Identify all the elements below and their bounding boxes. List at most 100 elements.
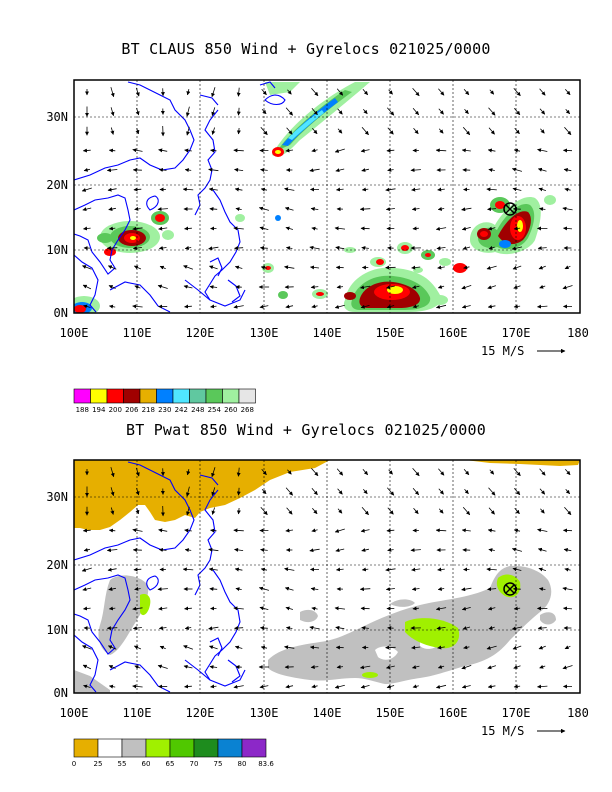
wind-vector bbox=[411, 265, 421, 270]
wind-vector bbox=[462, 506, 471, 516]
wind-vector bbox=[106, 626, 118, 631]
wind-vector bbox=[435, 148, 447, 153]
wind-vector bbox=[83, 547, 90, 552]
panel2-lon-label: 110E bbox=[123, 706, 152, 720]
wind-vector bbox=[82, 265, 92, 270]
wind-vector bbox=[82, 645, 92, 650]
wind-vector bbox=[513, 665, 521, 669]
wind-vector bbox=[361, 567, 369, 572]
wind-vector bbox=[235, 587, 242, 592]
wind-vector bbox=[157, 284, 168, 289]
wind-vector bbox=[183, 284, 193, 289]
wind-vector bbox=[234, 567, 243, 572]
wind-vector bbox=[132, 246, 142, 251]
wind-vector bbox=[437, 284, 445, 289]
wind-vector bbox=[437, 586, 445, 591]
wind-vector bbox=[512, 645, 522, 650]
colorbar-label: 188 bbox=[76, 406, 89, 414]
wind-vector bbox=[108, 606, 116, 611]
panel1-wind-vectors bbox=[81, 87, 573, 309]
wind-vector bbox=[83, 304, 91, 309]
wind-vector bbox=[110, 467, 115, 478]
wind-vector bbox=[387, 127, 394, 135]
wind-vector bbox=[211, 507, 216, 515]
wind-vector bbox=[261, 488, 267, 495]
wind-vector bbox=[514, 507, 520, 515]
pwat-fields bbox=[74, 460, 580, 693]
wind-vector bbox=[337, 488, 343, 495]
wind-vector bbox=[184, 304, 192, 309]
wind-vector bbox=[386, 487, 395, 496]
wind-vector bbox=[334, 606, 346, 611]
colorbar-label: 83.6 bbox=[258, 760, 274, 768]
wind-vector bbox=[208, 167, 219, 172]
wind-vector bbox=[186, 89, 191, 96]
wind-vector bbox=[134, 586, 141, 591]
wind-vector bbox=[513, 467, 521, 477]
wind-vector bbox=[132, 626, 142, 631]
wind-vector bbox=[361, 168, 369, 172]
wind-vector bbox=[310, 207, 319, 211]
wind-vector bbox=[411, 645, 421, 650]
panel1-lon-label: 120E bbox=[186, 326, 215, 340]
panel1-lon-label: 150E bbox=[376, 326, 405, 340]
wind-vector bbox=[82, 528, 91, 533]
colorbar-label: 254 bbox=[208, 406, 222, 414]
wind-vector bbox=[208, 187, 218, 192]
wind-vector bbox=[537, 626, 547, 631]
wind-vector bbox=[487, 587, 497, 592]
wind-vector bbox=[132, 684, 143, 689]
wind-vector bbox=[258, 206, 270, 211]
wind-vector bbox=[437, 664, 445, 669]
wind-vector bbox=[435, 226, 447, 231]
wind-vector bbox=[135, 467, 140, 477]
panel2-lon-label: 180 bbox=[567, 706, 589, 720]
wind-vector bbox=[259, 606, 269, 611]
wind-vector bbox=[157, 664, 168, 669]
wind-vector bbox=[462, 126, 471, 136]
wind-vector bbox=[487, 285, 497, 290]
wind-vector bbox=[260, 645, 268, 650]
wind-vector bbox=[487, 148, 496, 153]
wind-vector bbox=[158, 528, 168, 533]
wind-vector bbox=[537, 148, 548, 153]
wind-vector bbox=[562, 665, 573, 670]
wind-vector bbox=[513, 285, 521, 289]
wind-vector bbox=[438, 488, 444, 495]
wind-vector bbox=[488, 168, 495, 173]
wind-vector bbox=[233, 528, 244, 533]
wind-vector bbox=[360, 285, 371, 290]
wind-vector bbox=[184, 148, 192, 153]
wind-vector bbox=[135, 487, 140, 496]
wind-vector bbox=[337, 108, 343, 115]
wind-vector bbox=[438, 128, 444, 134]
wind-vector bbox=[82, 664, 92, 670]
wind-vector bbox=[511, 626, 523, 631]
wind-vector bbox=[184, 625, 192, 630]
wind-vector bbox=[562, 206, 573, 211]
wind-vector bbox=[135, 107, 140, 116]
colorbar-swatch bbox=[73, 388, 91, 404]
wind-vector bbox=[236, 87, 241, 97]
wind-vector bbox=[511, 547, 523, 552]
wind-vector bbox=[233, 148, 244, 153]
colorbar-swatch bbox=[172, 388, 190, 404]
wind-vector bbox=[310, 587, 319, 591]
wind-vector bbox=[258, 586, 270, 591]
wind-vector bbox=[513, 684, 521, 689]
wind-vector bbox=[438, 508, 444, 514]
colorbar-label: 80 bbox=[238, 760, 247, 768]
wind-vector bbox=[385, 567, 396, 572]
wind-vector bbox=[157, 207, 168, 212]
wind-vector bbox=[81, 567, 92, 572]
wind-vector bbox=[538, 265, 546, 270]
wind-vector bbox=[386, 304, 395, 309]
wind-vector bbox=[360, 528, 370, 533]
wind-vector bbox=[461, 285, 472, 290]
wind-vector bbox=[514, 127, 520, 135]
wind-vector bbox=[437, 645, 445, 650]
wind-vector bbox=[563, 168, 572, 172]
colorbar-label: 0 bbox=[72, 760, 76, 768]
wind-vector bbox=[285, 148, 294, 153]
